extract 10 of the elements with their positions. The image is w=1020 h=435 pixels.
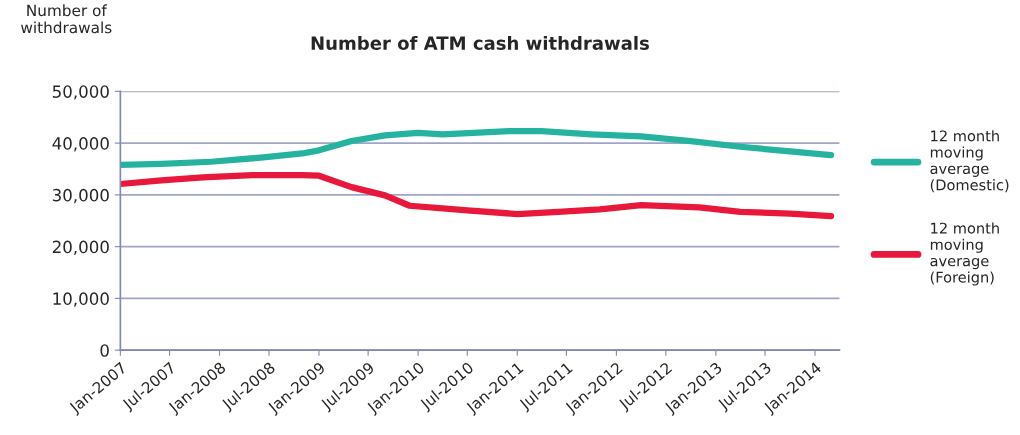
legend-label: 12 month moving average (Foreign) bbox=[930, 222, 999, 286]
y-tick-label: 40,000 bbox=[52, 137, 109, 152]
y-tick-label: 50,000 bbox=[52, 85, 109, 100]
y-tick-label: 0 bbox=[100, 344, 109, 357]
y-tick-label: 20,000 bbox=[52, 240, 109, 255]
legend-label: 12 month moving average (Domestic) bbox=[930, 130, 1009, 193]
y-tick-label: 10,000 bbox=[53, 292, 109, 307]
y-tick-label: 30,000 bbox=[52, 188, 109, 204]
chart-title: Number of ATM cash withdrawals bbox=[311, 35, 649, 50]
y-axis-title: Number of withdrawals bbox=[21, 4, 112, 34]
